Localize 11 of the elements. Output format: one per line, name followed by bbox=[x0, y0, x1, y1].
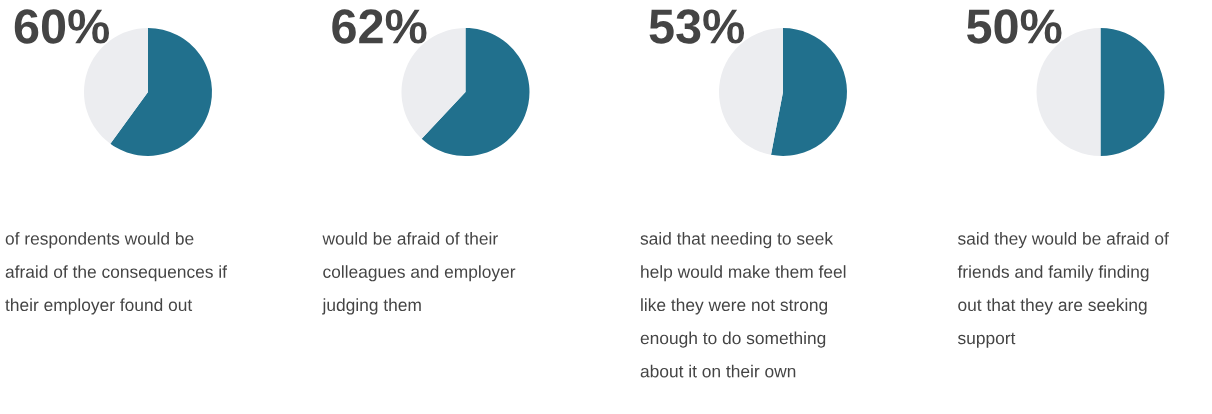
pie-slice bbox=[110, 28, 212, 156]
text: would be afraid of their colleagues and employer judging them bbox=[322, 232, 516, 315]
text: said that needing to seek help would make them feel like they were not strong enough to do something about it on their own bbox=[640, 232, 846, 378]
pie-slice bbox=[771, 28, 847, 156]
text: of respondents would be afraid of the consequences if their employer found out bbox=[5, 232, 228, 315]
chart-title: 62% bbox=[332, 9, 427, 44]
chart-title: 53% bbox=[649, 9, 745, 44]
pie-slice bbox=[1100, 28, 1165, 156]
chart-title: 50% bbox=[967, 9, 1062, 44]
chart-title: 60% bbox=[14, 9, 110, 44]
text: said they would be afraid of friends and family finding out that they are seeking support bbox=[957, 232, 1169, 348]
